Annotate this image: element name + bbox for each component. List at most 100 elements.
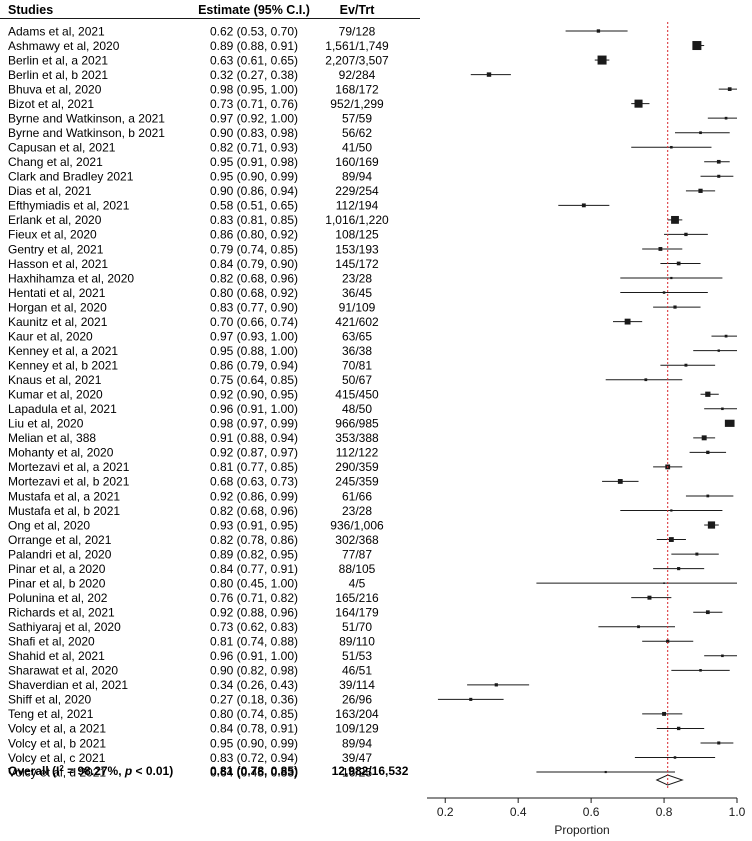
point-estimate (699, 669, 702, 672)
study-row: Kumar et al, 2020 0.92 (0.90, 0.95) 415/45… (8, 388, 379, 402)
study-row: Sathiyaraj et al, 2020 0.73 (0.62, 0.83) 5… (8, 620, 372, 634)
study-name: Shaverdian et al, 2021 (8, 678, 128, 692)
study-row: Kenney et al, b 2021 0.86 (0.79, 0.94) 70/… (8, 358, 372, 372)
point-estimate (721, 654, 724, 658)
tick-label: 1.0 (729, 805, 746, 819)
study-estimate: 0.89 (0.82, 0.95) (210, 547, 298, 561)
study-row: Shafi et al, 2020 0.81 (0.74, 0.88) 89/110 (8, 635, 375, 649)
point-estimate (717, 349, 720, 352)
study-name: Pinar et al, a 2020 (8, 562, 106, 576)
study-events: 353/388 (335, 431, 379, 445)
point-estimate (699, 131, 702, 135)
study-name: Liu et al, 2020 (8, 417, 84, 431)
study-mark (631, 595, 672, 600)
study-estimate: 0.73 (0.71, 0.76) (210, 97, 298, 111)
study-name: Chang et al, 2021 (8, 155, 103, 169)
table-header: Studies Estimate (95% C.I.) Ev/Trt (8, 3, 375, 17)
study-events: 39/114 (339, 678, 375, 692)
study-estimate: 0.82 (0.71, 0.93) (210, 141, 298, 155)
study-name: Ashmawy et al, 2020 (8, 39, 120, 53)
study-row: Mortezavi et al, b 2021 0.68 (0.63, 0.73)… (8, 475, 379, 489)
study-estimate: 0.84 (0.79, 0.90) (210, 257, 298, 271)
study-name: Palandri et al, 2020 (8, 547, 112, 561)
overall-row: Overall (I2 = 98.27%, p < 0.01) 0.81 (0.… (8, 764, 409, 779)
study-name: Pinar et al, b 2020 (8, 576, 106, 590)
study-events: 48/50 (342, 402, 372, 416)
overall-events: 12,982/16,532 (332, 764, 409, 778)
point-estimate (705, 610, 710, 615)
study-events: 39/47 (342, 751, 372, 765)
point-estimate (724, 419, 735, 427)
study-events: 1,016/1,220 (325, 213, 389, 227)
study-estimate: 0.97 (0.93, 1.00) (210, 329, 298, 343)
study-estimate: 0.80 (0.74, 0.85) (210, 707, 298, 721)
study-mark (704, 407, 737, 411)
study-estimate: 0.82 (0.68, 0.96) (210, 504, 298, 518)
study-events: 245/359 (335, 475, 379, 489)
study-estimate: 0.70 (0.66, 0.74) (210, 315, 298, 329)
study-events: 57/59 (342, 111, 372, 125)
study-events: 89/94 (342, 170, 372, 184)
study-name: Haxhihamza et al, 2020 (8, 271, 134, 285)
point-estimate (644, 378, 648, 382)
study-events: 91/109 (339, 300, 376, 314)
study-events: 4/5 (349, 576, 366, 590)
study-estimate: 0.98 (0.97, 0.99) (210, 417, 298, 431)
study-row: Bizot et al, 2021 0.73 (0.71, 0.76) 952/1,… (8, 97, 384, 111)
study-events: 51/70 (342, 620, 372, 634)
study-mark (437, 697, 504, 701)
point-estimate (668, 537, 674, 542)
study-estimate: 0.68 (0.63, 0.73) (210, 475, 298, 489)
tick-label: 0.2 (437, 805, 454, 819)
point-estimate (717, 174, 721, 178)
study-estimate: 0.82 (0.68, 0.96) (210, 271, 298, 285)
study-mark (642, 247, 683, 251)
study-estimate: 0.75 (0.64, 0.85) (210, 373, 298, 387)
study-row: Haxhihamza et al, 2020 0.82 (0.68, 0.96) 2… (8, 271, 372, 285)
study-row: Mustafa et al, a 2021 0.92 (0.86, 0.99) 61… (8, 489, 372, 503)
study-row: Sharawat et al, 2020 0.90 (0.82, 0.98) 46/… (8, 664, 372, 678)
study-events: 36/38 (342, 344, 372, 358)
study-events: 77/87 (342, 547, 372, 561)
study-events: 936/1,006 (330, 518, 384, 532)
study-row: Pinar et al, b 2020 0.80 (0.45, 1.00) 4/5 (8, 576, 366, 590)
point-estimate (617, 479, 623, 484)
study-mark (642, 639, 694, 643)
study-estimate: 0.81 (0.74, 0.88) (210, 635, 298, 649)
point-estimate (637, 625, 640, 629)
x-axis-label: Proportion (554, 823, 609, 837)
study-name: Teng et al, 2021 (8, 707, 94, 721)
study-name: Richards et al, 2021 (8, 606, 115, 620)
point-estimate (469, 697, 473, 701)
study-estimate: 0.82 (0.78, 0.86) (210, 533, 298, 547)
study-events: 164/179 (335, 606, 379, 620)
study-name: Volcy et al, b 2021 (8, 736, 106, 750)
study-name: Kenney et al, b 2021 (8, 358, 118, 372)
point-estimate (624, 318, 631, 325)
study-estimate: 0.80 (0.68, 0.92) (210, 286, 298, 300)
study-name: Mortezavi et al, b 2021 (8, 475, 130, 489)
study-events: 50/67 (342, 373, 372, 387)
study-row: Orrange et al, 2021 0.82 (0.78, 0.86) 302/… (8, 533, 379, 547)
study-mark (656, 726, 705, 731)
study-estimate: 0.84 (0.78, 0.91) (210, 722, 298, 736)
x-axis: 0.2 0.4 0.6 0.8 1.0 (427, 797, 746, 819)
study-name: Shiff et al, 2020 (8, 693, 92, 707)
study-estimate: 0.96 (0.91, 1.00) (210, 402, 298, 416)
study-name: Kaur et al, 2020 (8, 329, 93, 343)
study-estimate: 0.90 (0.83, 0.98) (210, 126, 298, 140)
study-name: Gentry et al, 2021 (8, 242, 104, 256)
study-events: 23/28 (342, 504, 372, 518)
study-estimate: 0.91 (0.88, 0.94) (210, 431, 298, 445)
study-estimate: 0.83 (0.81, 0.85) (210, 213, 298, 227)
point-estimate (692, 41, 702, 51)
study-row: Gentry et al, 2021 0.79 (0.74, 0.85) 153/1… (8, 242, 379, 256)
study-name: Volcy et al, a 2021 (8, 722, 106, 736)
study-mark (536, 770, 675, 774)
study-estimate: 0.92 (0.88, 0.96) (210, 606, 298, 620)
study-events: 153/193 (335, 242, 379, 256)
study-row: Melian et al, 388 0.91 (0.88, 0.94) 353/38… (8, 431, 379, 445)
study-estimate: 0.98 (0.95, 1.00) (210, 82, 298, 96)
study-events: 421/602 (335, 315, 379, 329)
study-events: 168/172 (335, 82, 379, 96)
